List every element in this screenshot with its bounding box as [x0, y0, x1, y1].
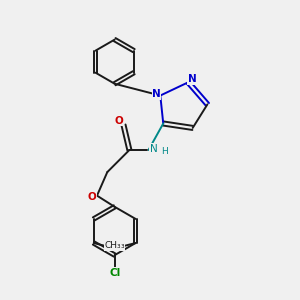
Text: O: O [115, 116, 124, 126]
Text: N: N [150, 143, 158, 154]
Text: H: H [161, 147, 168, 156]
Text: O: O [87, 192, 96, 202]
Text: N: N [188, 74, 197, 84]
Text: N: N [152, 89, 161, 99]
Text: Cl: Cl [109, 268, 120, 278]
Text: CH₃: CH₃ [108, 242, 125, 250]
Text: CH₃: CH₃ [104, 242, 121, 250]
